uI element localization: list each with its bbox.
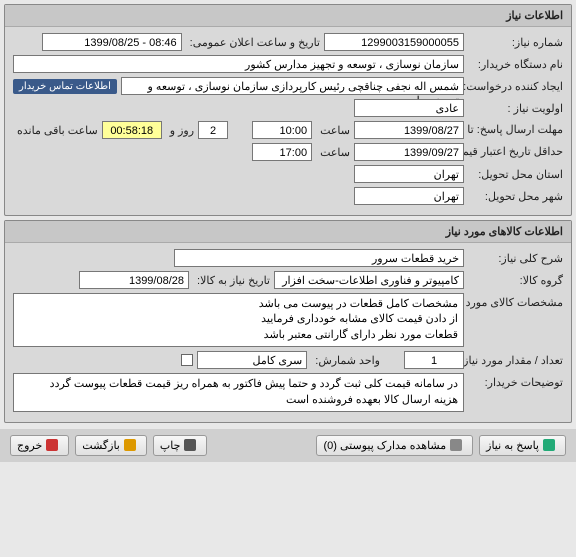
summary-field: خرید قطعات سرور [174, 249, 464, 267]
validity-date-field: 1399/09/27 [354, 143, 464, 161]
reply-button-label: پاسخ به نیاز [486, 439, 539, 452]
exit-icon [46, 439, 58, 451]
need-info-header: اطلاعات نیاز [5, 5, 571, 27]
exit-button-label: خروج [17, 439, 42, 452]
buyer-org-label: نام دستگاه خریدار: [468, 58, 563, 71]
back-button[interactable]: بازگشت [75, 435, 147, 456]
buyer-notes-field: در سامانه قیمت کلی ثبت گردد و حتما پیش ف… [13, 373, 464, 412]
city-field: تهران [354, 187, 464, 205]
remaining-time-label: ساعت باقی مانده [13, 124, 98, 137]
footer-right-group: پاسخ به نیاز مشاهده مدارک پیوستی (0) [316, 435, 566, 456]
deadline-time-label: ساعت [316, 124, 350, 137]
deadline-time-field: 10:00 [252, 121, 312, 139]
group-field: کامپیوتر و فناوری اطلاعات-سخت افزار [274, 271, 464, 289]
specs-field: مشخصات کامل قطعات در پیوست می باشد از دا… [13, 293, 464, 347]
group-label: گروه کالا: [468, 274, 563, 287]
reply-icon [543, 439, 555, 451]
attachments-button[interactable]: مشاهده مدارک پیوستی (0) [316, 435, 473, 456]
unit-label: واحد شمارش: [311, 354, 380, 367]
priority-label: اولویت نیاز : [468, 102, 563, 115]
validity-time-field: 17:00 [252, 143, 312, 161]
priority-field: عادی [354, 99, 464, 117]
buyer-contact-link[interactable]: اطلاعات تماس خریدار [13, 79, 117, 94]
need-by-date-label: تاریخ نیاز به کالا: [193, 274, 270, 287]
creator-label: ایجاد کننده درخواست: [468, 80, 563, 93]
buyer-notes-label: توضیحات خریدار: [468, 373, 563, 389]
qty-field: 1 [404, 351, 464, 369]
buyer-org-field: سازمان نوسازی ، توسعه و تجهیز مدارس کشور [13, 55, 464, 73]
exit-button[interactable]: خروج [10, 435, 69, 456]
print-button-label: چاپ [160, 439, 181, 452]
back-button-label: بازگشت [82, 439, 120, 452]
creator-field: شمس اله نجفی چناقچی رئیس کارپردازی سازما… [121, 77, 464, 95]
need-info-panel: اطلاعات نیاز شماره نیاز: 129900315900005… [4, 4, 572, 216]
days-remaining-field: 2 [198, 121, 228, 139]
specs-label: مشخصات کالای مورد نیاز: [468, 293, 563, 309]
print-button[interactable]: چاپ [153, 435, 208, 456]
city-label: شهر محل تحویل: [468, 190, 563, 203]
countdown-field: 00:58:18 [102, 121, 162, 139]
attachment-icon [450, 439, 462, 451]
unit-checkbox[interactable] [181, 354, 193, 366]
deadline-date-field: 1399/08/27 [354, 121, 464, 139]
deadline-send-label: مهلت ارسال پاسخ: تا تاریخ : [468, 124, 563, 136]
announce-dt-label: تاریخ و ساعت اعلان عمومی: [186, 36, 320, 49]
days-and-label: روز و [166, 124, 194, 137]
qty-label: تعداد / مقدار مورد نیاز: [468, 354, 563, 367]
print-icon [184, 439, 196, 451]
reply-button[interactable]: پاسخ به نیاز [479, 435, 566, 456]
attachments-button-label: مشاهده مدارک پیوستی (0) [323, 439, 446, 452]
validity-label: حداقل تاریخ اعتبار قیمت: [468, 146, 563, 158]
footer-left-group: چاپ بازگشت خروج [10, 435, 207, 456]
need-by-date-field: 1399/08/28 [79, 271, 189, 289]
goods-info-header: اطلاعات کالاهای مورد نیاز [5, 221, 571, 243]
province-label: استان محل تحویل: [468, 168, 563, 181]
need-number-field: 1299003159000055 [324, 33, 464, 51]
goods-info-panel: اطلاعات کالاهای مورد نیاز شرح کلی نیاز: … [4, 220, 572, 423]
deadline-send-text: مهلت ارسال پاسخ: [477, 124, 563, 136]
unit-field: سری کامل [197, 351, 307, 369]
goods-info-body: شرح کلی نیاز: خرید قطعات سرور گروه کالا:… [5, 243, 571, 422]
summary-label: شرح کلی نیاز: [468, 252, 563, 265]
validity-time-label: ساعت [316, 146, 350, 159]
back-icon [124, 439, 136, 451]
announce-dt-field: 08:46 - 1399/08/25 [42, 33, 182, 51]
province-field: تهران [354, 165, 464, 183]
footer-bar: پاسخ به نیاز مشاهده مدارک پیوستی (0) چاپ… [0, 429, 576, 462]
need-number-label: شماره نیاز: [468, 36, 563, 49]
need-info-body: شماره نیاز: 1299003159000055 تاریخ و ساع… [5, 27, 571, 215]
